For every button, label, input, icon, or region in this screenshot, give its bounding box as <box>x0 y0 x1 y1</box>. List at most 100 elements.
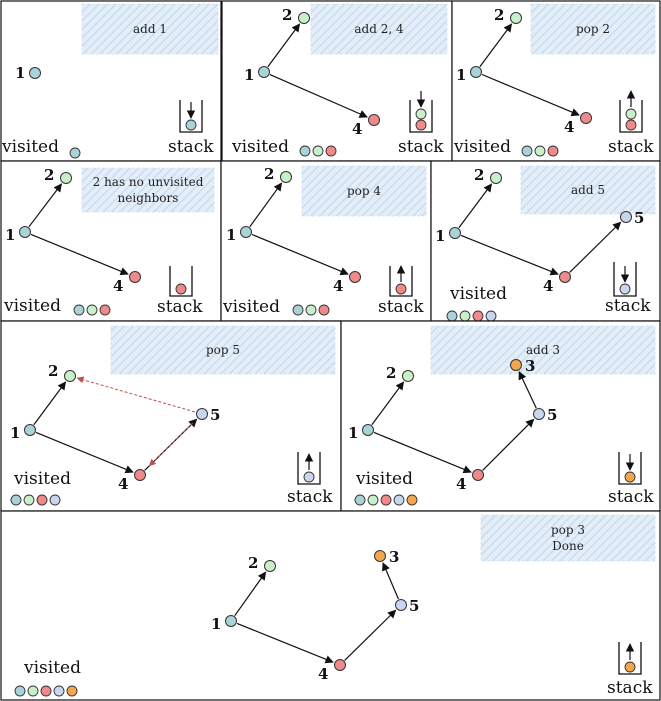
visited-dot <box>305 304 317 316</box>
visited-dot <box>312 145 324 157</box>
caption-text: pop 2 <box>576 22 610 36</box>
node-label-n4: 4 <box>318 665 328 683</box>
visited-dot <box>318 304 330 316</box>
node-n4 <box>580 112 592 124</box>
edge-n1-n2 <box>267 23 301 68</box>
visited-dot <box>325 145 337 157</box>
node-label-n4: 4 <box>564 118 574 136</box>
node-n1 <box>362 424 374 436</box>
edge-n1-n4 <box>30 233 129 276</box>
visited-dot <box>27 685 39 697</box>
visited-dot <box>354 494 366 506</box>
node-n1 <box>470 66 482 78</box>
caption-box <box>310 3 448 55</box>
visited-dot <box>86 304 98 316</box>
visited-label: visited <box>23 658 81 678</box>
edge-n1-n2 <box>28 183 62 228</box>
stack-label: stack <box>157 297 203 317</box>
node-n3 <box>510 359 522 371</box>
caption-text: add 2, 4 <box>354 22 404 36</box>
stack-item <box>303 471 315 483</box>
stack-container <box>169 266 193 297</box>
caption-text: pop 4 <box>347 184 381 198</box>
node-label-n5: 5 <box>409 597 419 615</box>
visited-label: visited <box>449 284 507 304</box>
node-label-n4: 4 <box>543 277 553 295</box>
panel-3: pop 2 1 2 4 visited stack <box>451 0 661 162</box>
stack-item <box>624 471 636 483</box>
node-n4 <box>129 271 141 283</box>
node-label-n5: 5 <box>634 209 644 227</box>
visited-dot <box>406 494 418 506</box>
node-label-n1: 1 <box>5 226 15 244</box>
node-label-n4: 4 <box>113 277 123 295</box>
stack-item <box>415 108 427 120</box>
node-label-n5: 5 <box>547 406 557 424</box>
edge-n4-n5 <box>569 221 622 273</box>
edge-n1-n2 <box>371 381 405 426</box>
visited-dot <box>10 494 22 506</box>
node-label-n2: 2 <box>248 554 258 572</box>
panel-4: 2 has no unvisited neighbors 1 2 4 visited sta… <box>0 160 222 322</box>
node-n2 <box>280 171 292 183</box>
visited-dot <box>99 304 111 316</box>
node-n4 <box>134 469 146 481</box>
node-label-n1: 1 <box>211 615 221 633</box>
node-label-n2: 2 <box>44 166 54 184</box>
visited-dot <box>69 147 81 159</box>
visited-dot <box>73 304 85 316</box>
stack-container <box>618 452 642 485</box>
caption-text: add 3 <box>526 343 560 357</box>
node-n1 <box>29 67 41 79</box>
visited-dot <box>459 310 471 322</box>
edge-n1-n4 <box>236 622 334 664</box>
stack-container <box>613 262 637 297</box>
node-n4 <box>559 271 571 283</box>
node-n4 <box>334 659 346 671</box>
caption-box <box>301 165 427 217</box>
node-label-n1: 1 <box>456 66 466 84</box>
visited-dot <box>49 494 61 506</box>
panel-8: add 3 1 2 4 5 3 visited stack <box>340 320 661 512</box>
visited-dot <box>485 310 497 322</box>
visited-label: visited <box>13 469 71 489</box>
edge-n5-n3 <box>382 562 399 600</box>
stack-label: stack <box>605 296 651 316</box>
stack-label: stack <box>378 297 424 317</box>
node-n5 <box>620 211 632 223</box>
node-label-n1: 1 <box>10 424 20 442</box>
edge-n1-n2 <box>249 182 283 228</box>
node-label-n1: 1 <box>226 226 236 244</box>
visited-dot <box>14 685 26 697</box>
node-n2 <box>60 172 72 184</box>
node-label-n1: 1 <box>348 424 358 442</box>
stack-container <box>179 100 203 133</box>
edge-n1-n4 <box>460 234 559 276</box>
caption-box <box>520 165 656 215</box>
caption-text: Done <box>552 539 584 553</box>
visited-dot <box>53 685 65 697</box>
node-label-n1: 1 <box>244 66 254 84</box>
panel-1: add 1 1 visited stack <box>0 0 222 162</box>
node-n2 <box>490 172 502 184</box>
stack-item <box>395 283 407 295</box>
stack-container <box>389 266 413 297</box>
panel-5: pop 4 1 2 4 visited stack <box>220 160 432 322</box>
node-n1 <box>19 226 31 238</box>
stack-item <box>185 119 197 131</box>
node-label-n2: 2 <box>386 364 396 382</box>
stack-label: stack <box>287 487 333 507</box>
edge-n1-n2 <box>458 183 493 229</box>
stack-item <box>625 119 637 131</box>
node-n4 <box>349 271 361 283</box>
node-label-n5: 5 <box>210 406 220 424</box>
node-label-n4: 4 <box>118 475 128 493</box>
node-n4 <box>368 114 380 126</box>
node-n1 <box>240 226 252 238</box>
caption-box <box>430 325 656 375</box>
caption-text: add 5 <box>571 183 605 197</box>
stack-container <box>297 452 321 485</box>
visited-label: visited <box>1 137 59 157</box>
